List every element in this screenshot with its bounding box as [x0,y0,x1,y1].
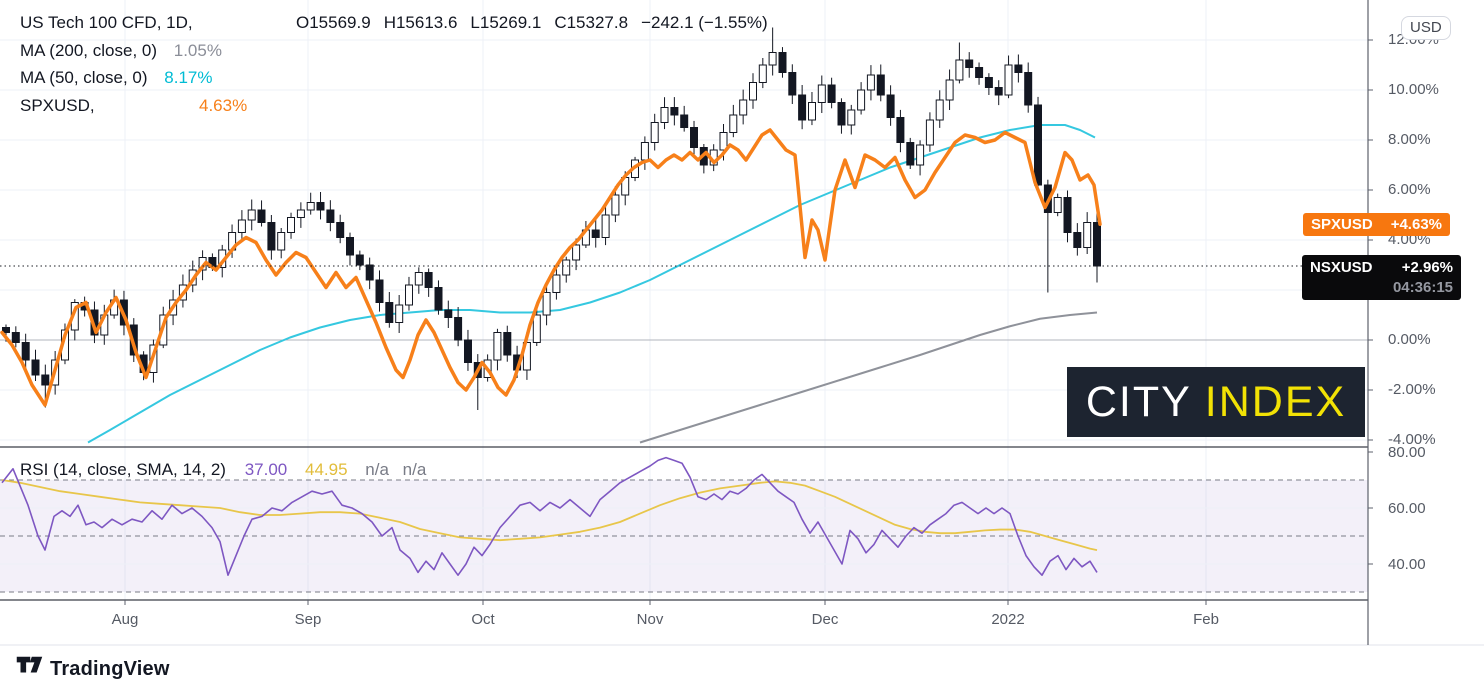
ma50-value: 8.17% [164,68,213,87]
ma50-legend-row[interactable]: MA (50, close, 0) 8.17% [20,68,213,88]
rsi-axis-label: 80.00 [1388,444,1426,461]
nsxusd-flag-value: +2.96% [1401,258,1453,276]
rsi-sma-line [1,479,1098,552]
price-axis-label: 8.00% [1388,131,1431,148]
candlestick-series [2,27,1101,410]
ma50-line [87,124,1096,444]
compare-label: SPXUSD, [20,96,95,115]
rsi-na-1: n/a [365,460,389,479]
symbol-title: US Tech 100 CFD, 1D, [20,13,193,32]
symbol-legend-row[interactable]: US Tech 100 CFD, 1D, O15569.9 H15613.6 L… [20,13,768,33]
tradingview-logo-icon [16,656,43,682]
rsi-legend-row[interactable]: RSI (14, close, SMA, 14, 2) 37.00 44.95 … [20,460,426,480]
city-index-watermark: CITY INDEX [1067,367,1365,437]
rsi-axis-label: 40.00 [1388,556,1426,573]
ohlc-values: O15569.9 H15613.6 L15269.1 C15327.8 −242… [296,13,768,33]
rsi-axis-label: 60.00 [1388,500,1426,517]
ma50-label: MA (50, close, 0) [20,68,148,87]
ma200-value: 1.05% [173,41,222,60]
compare-value: 4.63% [199,96,248,115]
price-axis-label: 0.00% [1388,331,1431,348]
price-axis-label: 10.00% [1388,81,1439,98]
watermark-city: CITY [1085,377,1192,426]
spxusd-flag-value: +4.63% [1390,215,1442,233]
time-axis-label: Oct [471,611,495,628]
spxusd-price-flag: SPXUSD +4.63% [1303,212,1450,236]
ohlc-low: L15269.1 [470,13,542,32]
time-axis-label: Sep [294,611,322,628]
ma200-legend-row[interactable]: MA (200, close, 0) 1.05% [20,41,222,61]
time-axis-label: Aug [111,611,139,628]
rsi-na-2: n/a [402,460,427,479]
price-axis-label: -4.00% [1388,431,1436,448]
rsi-label: RSI (14, close, SMA, 14, 2) [20,460,226,479]
price-axis-label: 6.00% [1388,181,1431,198]
ma200-label: MA (200, close, 0) [20,41,158,60]
currency-badge[interactable]: USD [1401,16,1451,40]
time-axis-label: Feb [1193,611,1219,628]
countdown-timer: 04:36:15 [1392,278,1453,296]
nsxusd-price-flag: NSXUSD +2.96% 04:36:15 [1302,254,1461,300]
spxusd-line [0,128,1102,407]
watermark-index: INDEX [1204,377,1347,426]
ohlc-high: H15613.6 [383,13,458,32]
ohlc-close: C15327.8 [554,13,629,32]
nsxusd-flag-name: NSXUSD [1310,258,1373,276]
time-axis-label: Dec [811,611,839,628]
tradingview-wordmark: TradingView [50,657,170,680]
ohlc-change: −242.1 (−1.55%) [641,13,768,32]
tradingview-attribution[interactable]: TradingView [16,656,170,682]
time-axis-label: 2022 [991,611,1025,628]
ohlc-open: O15569.9 [296,13,371,32]
spxusd-flag-name: SPXUSD [1311,215,1373,233]
price-chart-canvas[interactable] [0,0,1484,648]
rsi-value: 37.00 [244,460,288,479]
time-axis-label: Nov [636,611,664,628]
compare-legend-row[interactable]: SPXUSD, 4.63% [20,96,247,116]
rsi-sma-value: 44.95 [304,460,348,479]
rsi-line [1,456,1098,576]
ma200-line [639,311,1098,444]
price-axis-label: -2.00% [1388,381,1436,398]
